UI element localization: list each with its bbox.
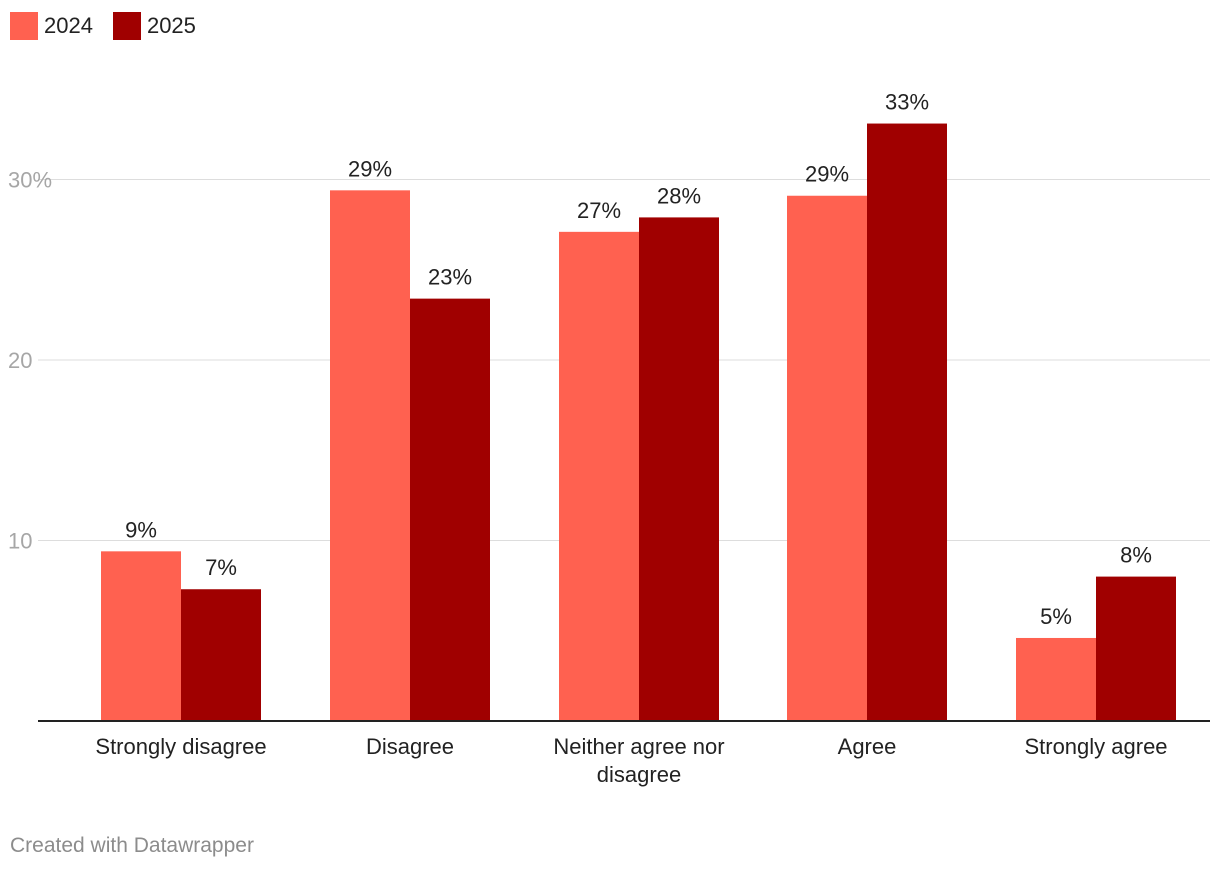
value-label-2025-3: 33% <box>885 90 929 115</box>
value-label-2024-4: 5% <box>1040 604 1072 629</box>
bar-2024-0 <box>101 551 181 721</box>
bar-2024-2 <box>559 231 639 721</box>
x-category-label-0: Strongly disagree <box>95 734 266 759</box>
value-label-2025-4: 8% <box>1120 543 1152 568</box>
value-label-2024-2: 27% <box>577 198 621 223</box>
x-category-label-1: Disagree <box>366 734 454 759</box>
x-category-label-3: Agree <box>838 734 897 759</box>
value-label-2024-1: 29% <box>348 156 392 181</box>
bar-2025-0 <box>181 589 261 721</box>
legend-swatch-2024 <box>10 12 38 40</box>
legend: 2024 2025 <box>10 12 216 40</box>
y-tick-label-20: 20 <box>8 348 32 373</box>
bar-2025-2 <box>639 217 719 721</box>
x-category-label-2: Neither agree nor disagree <box>553 734 724 787</box>
bar-2024-4 <box>1016 637 1096 721</box>
legend-item-2025: 2025 <box>112 12 196 40</box>
y-tick-label-10: 10 <box>8 529 32 554</box>
value-label-2025-2: 28% <box>657 183 701 208</box>
legend-swatch-2025 <box>112 12 141 40</box>
bar-2024-1 <box>330 190 410 721</box>
legend-label-2024: 2024 <box>44 13 93 38</box>
credit-text: Created with Datawrapper <box>10 834 254 857</box>
value-label-2024-0: 9% <box>125 517 157 542</box>
bar-2025-1 <box>410 298 490 721</box>
legend-label-2025: 2025 <box>146 13 196 38</box>
y-tick-label-30: 30% <box>8 168 52 193</box>
value-label-2025-1: 23% <box>428 265 472 290</box>
bar-2025-4 <box>1096 576 1176 721</box>
bar-2025-3 <box>867 123 947 722</box>
value-label-2024-3: 29% <box>805 162 849 187</box>
value-label-2025-0: 7% <box>205 555 237 580</box>
bar-2024-3 <box>787 195 867 721</box>
x-category-label-4: Strongly agree <box>1024 734 1167 759</box>
legend-item-2024: 2024 <box>10 12 93 40</box>
